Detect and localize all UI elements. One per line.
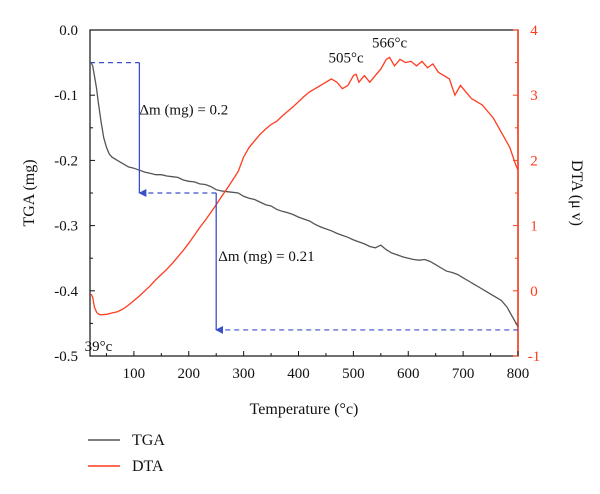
y-axis-right-label: DTA (μ v)	[568, 160, 585, 226]
legend-label-dta: DTA	[132, 458, 164, 475]
y-left-tick-label: -0.3	[54, 219, 78, 235]
x-tick-label: 300	[232, 366, 255, 382]
annotation-delta-m-2: Δm (mg) = 0.21	[218, 249, 314, 265]
x-tick-label: 700	[452, 366, 475, 382]
annotation-delta-m-1: Δm (mg) = 0.2	[139, 103, 228, 119]
x-ticks: 100 200 300 400 500 600 700 800	[105, 351, 530, 382]
plot-frame	[89, 29, 519, 357]
annotation-39c: 39°c	[85, 339, 113, 355]
annotations: 566°c 505°c 39°c Δm (mg) = 0.2 Δm (mg) = 0.2…	[85, 35, 408, 355]
y-left-tick-label: -0.2	[54, 153, 78, 169]
y-left-tick-label: 0.0	[59, 23, 78, 39]
y-right-tick-label: 1	[530, 219, 538, 235]
legend-label-tga: TGA	[132, 432, 165, 449]
x-tick-label: 600	[397, 366, 420, 382]
x-tick-label: 800	[507, 366, 530, 382]
annotation-566c: 566°c	[372, 35, 407, 51]
y-ticks-left: 0.0 -0.1 -0.2 -0.3 -0.4 -0.5	[54, 23, 95, 365]
dashed-guides	[90, 61, 518, 331]
legend: TGA DTA	[88, 432, 165, 475]
annotation-505c: 505°c	[329, 50, 364, 66]
x-tick-label: 500	[342, 366, 365, 382]
y-ticks-right: 4 3 2 1 0 -1	[513, 23, 540, 365]
mass-loss-arrows	[138, 62, 224, 334]
y-left-tick-label: -0.4	[54, 284, 78, 300]
x-tick-label: 400	[287, 366, 310, 382]
y-right-tick-label: 0	[530, 284, 538, 300]
x-tick-label: 100	[123, 366, 146, 382]
dta-series-line	[90, 56, 519, 316]
y-left-tick-label: -0.1	[54, 88, 78, 104]
y-right-tick-label: 3	[530, 88, 538, 104]
x-tick-label: 200	[178, 366, 201, 382]
y-axis-left-label: TGA (mg)	[21, 159, 38, 226]
x-axis-label: Temperature (°c)	[250, 401, 359, 418]
tga-series-line	[90, 62, 519, 328]
y-right-tick-label: -1	[528, 349, 541, 365]
y-left-tick-label: -0.5	[54, 349, 78, 365]
y-right-tick-label: 4	[530, 23, 538, 39]
y-right-tick-label: 2	[530, 153, 538, 169]
